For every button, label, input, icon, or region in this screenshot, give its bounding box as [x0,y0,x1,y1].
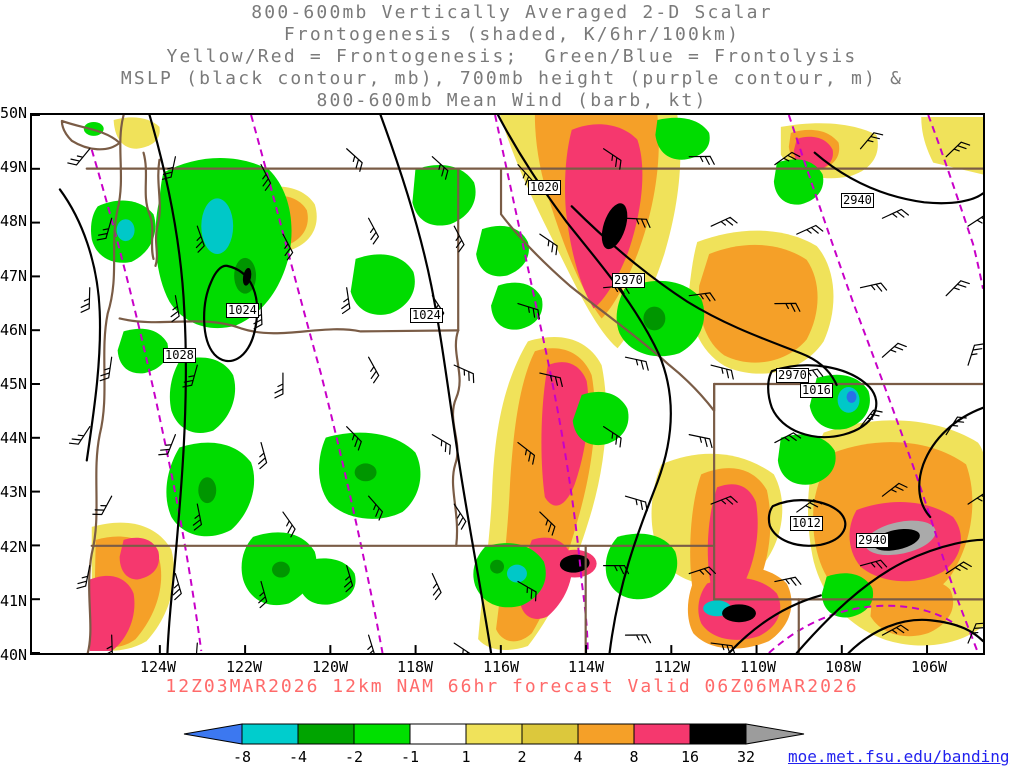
colorbar-tick-9: 32 [737,748,755,766]
colorbar-arrow-right [745,723,805,745]
vancouver-island [60,119,121,151]
title-line-4: MSLP (black contour, mb), 700mb height (… [120,68,904,89]
contour-label-1020: 1020 [528,180,561,195]
site-link[interactable]: moe.met.fsu.edu/banding [788,747,1010,766]
lon-label-108w: 108W [824,658,862,676]
lon-label-106w: 106W [910,658,948,676]
lon-label-118w: 118W [396,658,434,676]
colorbar-seg-3 [409,723,467,745]
wind-barbs [67,132,983,653]
contour-label-1016: 1016 [800,383,833,398]
id-mt-border [499,167,716,412]
colorbar-tick-4: 1 [461,748,470,766]
puget-sound [142,151,155,261]
lon-label-124w: 124W [139,658,177,676]
wa-or-border [118,317,460,335]
colorbar-arrow-left [183,723,243,745]
colorbar-tick-7: 8 [629,748,638,766]
axis-ticks [32,115,929,653]
lat-label-42n: 42N [0,538,28,556]
colorbar-seg-4 [465,723,523,745]
coastline [86,115,125,653]
lat-label-40n: 40N [0,646,28,664]
colorbar-tick-6: 4 [573,748,582,766]
shading-black [242,203,920,623]
contour-label-1012: 1012 [790,516,823,531]
map-svg [32,115,983,653]
lat-label-43n: 43N [0,483,28,501]
title-line-1: 800-600mb Vertically Averaged 2-D Scalar [251,2,773,23]
colorbar-seg-0 [241,723,299,745]
lat-label-49n: 49N [0,158,28,176]
height-contours-purple [90,115,983,653]
colorbar-svg: -8 -4 -2 -1 1 2 4 8 16 32 [183,723,805,766]
contour-label-2970b: 2970 [776,368,809,383]
lat-label-46n: 46N [0,321,28,339]
lon-label-114w: 114W [567,658,605,676]
colorbar-seg-8 [689,723,747,745]
lon-label-116w: 116W [482,658,520,676]
title-line-5: 800-600mb Mean Wind (barb, kt) [316,90,708,111]
colorbar-seg-1 [297,723,355,745]
colorbar-tick-1: -4 [289,748,307,766]
contour-label-2970a: 2970 [612,273,645,288]
lon-label-112w: 112W [653,658,691,676]
lat-label-48n: 48N [0,212,28,230]
shading-blue [846,390,857,403]
contour-label-2940b: 2940 [856,533,889,548]
lat-label-47n: 47N [0,267,28,285]
lon-label-110w: 110W [739,658,777,676]
colorbar-tick-2: -2 [345,748,363,766]
lat-label-41n: 41N [0,592,28,610]
colorbar-seg-5 [521,723,579,745]
colorbar-tick-0: -8 [233,748,251,766]
contour-label-2940a: 2940 [841,193,874,208]
lon-label-122w: 122W [225,658,263,676]
puget-sound-2 [154,158,161,267]
colorbar-seg-7 [633,723,691,745]
lat-label-44n: 44N [0,429,28,447]
mslp-contours-black [58,115,983,653]
lat-label-45n: 45N [0,375,28,393]
lon-label-120w: 120W [311,658,349,676]
colorbar-seg-6 [577,723,635,745]
contour-label-1024b: 1024 [410,308,443,323]
contour-label-1028: 1028 [163,348,196,363]
plot-title: 800-600mb Vertically Averaged 2-D Scalar… [0,2,1024,112]
colorbar-seg-2 [353,723,411,745]
map-canvas [30,113,985,655]
forecast-caption: 12Z03MAR2026 12km NAM 66hr forecast Vali… [165,676,859,697]
colorbar-tick-8: 16 [681,748,699,766]
title-line-3: Yellow/Red = Frontogenesis; Green/Blue =… [166,46,858,67]
colorbar-tick-3: -1 [401,748,419,766]
lat-label-50n: 50N [0,104,28,122]
title-line-2: Frontogenesis (shaded, K/6hr/100km) [283,24,741,45]
colorbar: -8 -4 -2 -1 1 2 4 8 16 32 [172,720,812,768]
colorbar-tick-5: 2 [517,748,526,766]
contour-label-1024a: 1024 [226,303,259,318]
